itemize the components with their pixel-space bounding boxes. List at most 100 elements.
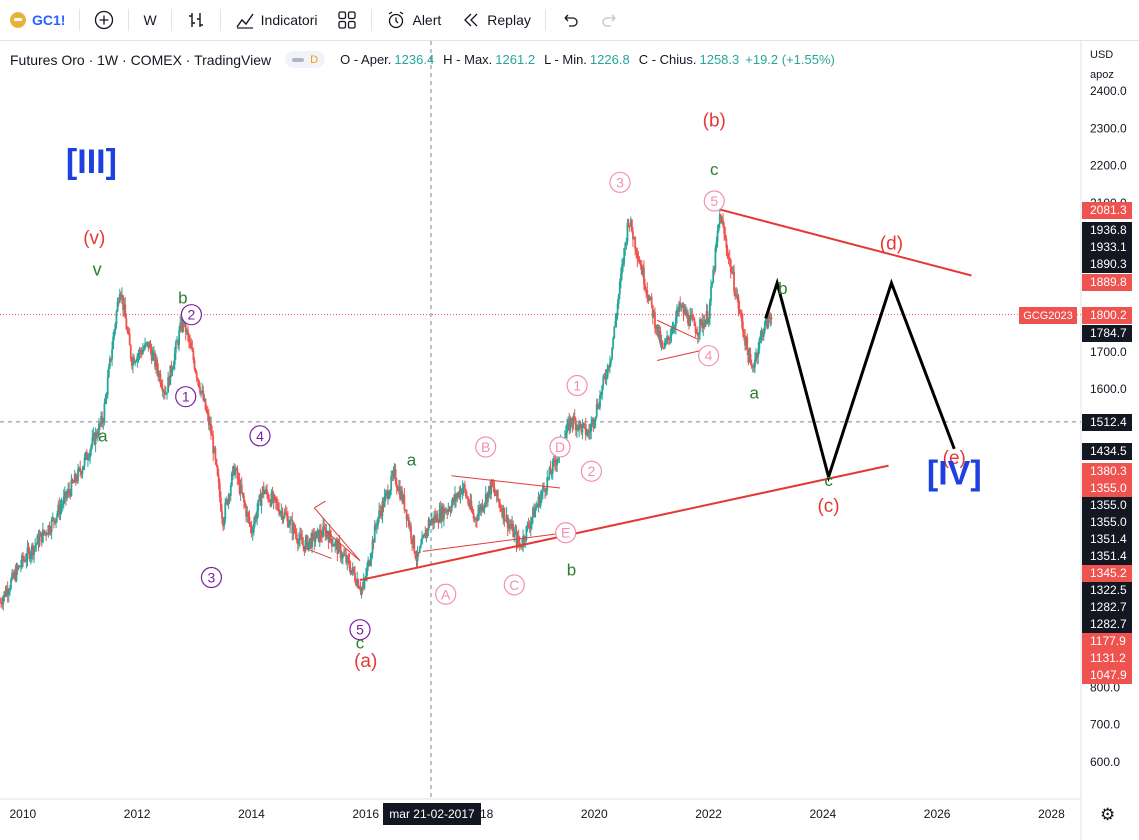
candle-body	[282, 517, 285, 520]
candle-body	[616, 303, 619, 316]
status-badge[interactable]: D	[285, 51, 326, 68]
candle-body	[758, 339, 761, 350]
candle-body	[750, 363, 753, 367]
candle-body	[589, 431, 592, 433]
candle-body	[28, 549, 31, 559]
candle-body	[198, 380, 200, 388]
candle-body	[104, 396, 107, 404]
candle-body	[407, 517, 410, 527]
candle-body	[328, 530, 331, 543]
candle-body	[667, 336, 670, 339]
price-label: 1800.2	[1090, 308, 1127, 322]
candle-body	[99, 423, 101, 425]
wave-label: (b)	[703, 110, 726, 131]
gear-icon[interactable]: ⚙	[1100, 805, 1116, 824]
candle-body	[451, 498, 454, 505]
candle-body	[210, 423, 212, 434]
indicators-button[interactable]: Indicatori	[225, 0, 328, 40]
candle-body	[205, 409, 208, 412]
candle-body	[516, 535, 519, 545]
candle-body	[262, 486, 265, 495]
candle-body	[629, 219, 632, 226]
replay-button[interactable]: Replay	[451, 0, 541, 40]
wave-label-circle	[249, 425, 271, 447]
candle-body	[491, 480, 494, 486]
candle-body	[594, 416, 597, 422]
redo-button[interactable]	[590, 0, 630, 40]
candle-body	[332, 545, 334, 547]
candles-layer	[0, 206, 773, 611]
candle-body	[540, 492, 543, 497]
close-value: 1258.3	[699, 52, 740, 67]
candle-body	[425, 529, 428, 539]
price-chart[interactable]: [III](v)vab21435c(a)aABCDEb12345c(b)abc(…	[0, 41, 1139, 840]
add-symbol-button[interactable]	[84, 0, 124, 40]
candle-body	[63, 491, 66, 497]
candle-body	[66, 494, 68, 498]
undo-button[interactable]	[550, 0, 590, 40]
candle-body	[690, 315, 693, 317]
trendline	[359, 464, 889, 582]
templates-button[interactable]	[327, 0, 367, 40]
candle-body	[347, 556, 350, 561]
currency-selector[interactable]: USD	[1090, 49, 1114, 61]
candle-body	[302, 544, 305, 547]
candle-body	[91, 437, 94, 446]
candle-body	[207, 414, 210, 426]
candle-body	[288, 525, 290, 527]
price-label-box	[1082, 256, 1132, 273]
candle-body	[715, 241, 718, 248]
candle-body	[732, 271, 734, 274]
candle-body	[574, 420, 577, 431]
candle-body	[398, 486, 400, 492]
candle-body	[623, 248, 626, 264]
candle-body	[140, 351, 143, 355]
candle-body	[518, 542, 521, 545]
candle-body	[211, 433, 213, 436]
candle-body	[101, 416, 104, 424]
candle-body	[189, 341, 192, 344]
price-label: 1936.8	[1090, 223, 1127, 237]
candle-body	[512, 523, 515, 538]
bar-style-button[interactable]	[176, 0, 216, 40]
price-label-box	[1082, 239, 1132, 256]
candle-body	[700, 319, 702, 321]
candle-body	[402, 495, 405, 502]
candle-body	[72, 482, 75, 484]
templates-icon	[338, 11, 357, 29]
candle-body	[227, 495, 230, 505]
candle-body	[701, 319, 704, 329]
high-value: 1261.2	[495, 52, 536, 67]
alert-button[interactable]: Alert	[376, 0, 451, 40]
candle-body	[112, 336, 115, 350]
candle-body	[50, 519, 53, 532]
candle-body	[613, 326, 616, 339]
candle-body	[14, 572, 17, 581]
symbol-search[interactable]: GC1!	[0, 0, 75, 40]
candle-body	[168, 376, 171, 385]
candle-body	[428, 520, 431, 526]
price-label-box	[1082, 650, 1132, 667]
candle-body	[336, 541, 339, 554]
candle-body	[338, 542, 341, 546]
scale-mode-selector[interactable]: apoz	[1090, 69, 1114, 81]
candle-body	[645, 289, 648, 291]
candle-body	[760, 331, 763, 336]
wave-label-circle	[180, 304, 203, 326]
price-label: 1434.5	[1090, 444, 1127, 458]
trendline	[451, 475, 561, 489]
indicators-icon	[236, 13, 254, 29]
candle-body	[330, 538, 333, 546]
candle-body	[660, 342, 663, 345]
candle-body	[550, 473, 553, 475]
interval-button[interactable]: W	[133, 0, 166, 40]
candle-body	[129, 345, 132, 359]
candle-body	[439, 509, 442, 521]
price-label: 1177.9	[1090, 634, 1126, 648]
candle-body	[633, 237, 635, 240]
candle-body	[473, 518, 476, 520]
candle-body	[474, 518, 477, 520]
candle-body	[188, 335, 190, 342]
candle-body	[361, 587, 364, 589]
alert-icon	[389, 11, 404, 29]
